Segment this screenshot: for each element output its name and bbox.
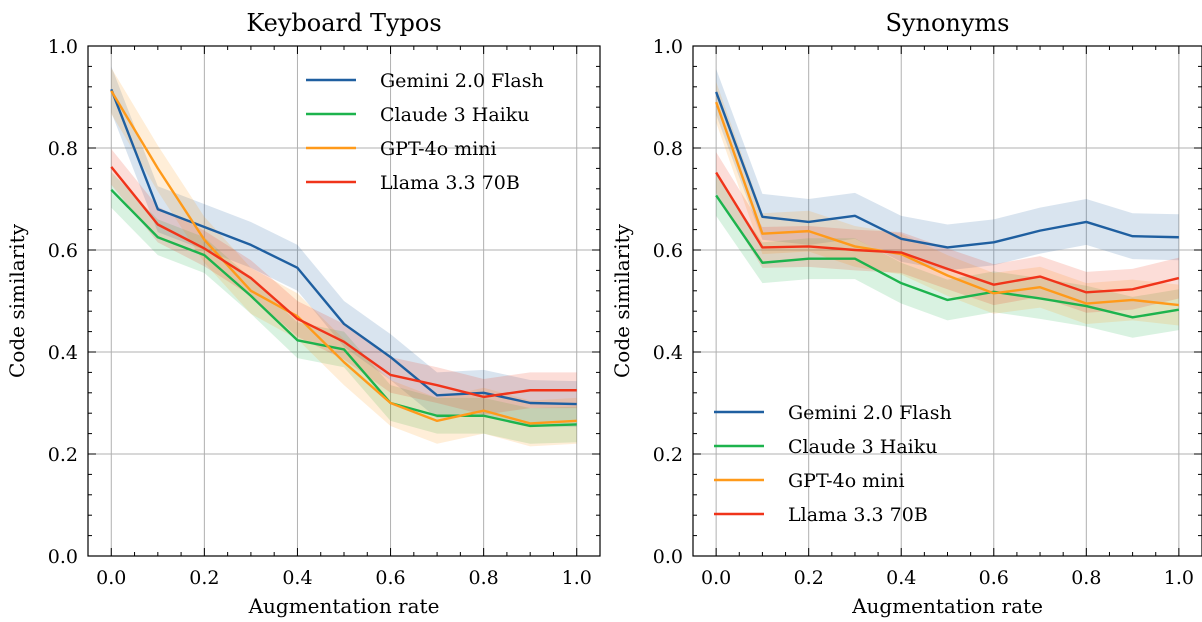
x-tick-label: 0.8 [469, 567, 499, 589]
y-axis-label: Code similarity [610, 223, 634, 378]
y-axis-label: Code similarity [5, 223, 29, 378]
y-tick-label: 0.4 [653, 342, 683, 364]
x-tick-label: 0.0 [701, 567, 731, 589]
x-axis-label: Augmentation rate [851, 594, 1043, 618]
legend: Gemini 2.0 Flash Claude 3 Haiku GPT-4o min… [306, 70, 544, 194]
legend-label-2: Claude 3 Haiku [788, 436, 937, 458]
legend: Gemini 2.0 Flash Claude 3 Haiku GPT-4o min… [714, 402, 952, 526]
series-line-1 [110, 88, 577, 406]
legend-label-2: Claude 3 Haiku [380, 104, 529, 126]
y-tick-label: 1.0 [653, 36, 683, 58]
chart-title: Keyboard Typos [246, 9, 441, 37]
confidence-band-3 [111, 67, 577, 447]
confidence-band-4 [111, 149, 577, 415]
y-tick-label: 0.6 [48, 240, 78, 262]
y-tick-label: 0.0 [653, 546, 683, 568]
series-line-3 [110, 90, 577, 425]
x-tick-label: 1.0 [562, 567, 592, 589]
confidence-band-2 [716, 175, 1179, 338]
x-tick-label: 1.0 [1164, 567, 1194, 589]
x-tick-label: 0.6 [375, 567, 405, 589]
legend-label-4: Llama 3.3 70B [380, 172, 520, 194]
y-tick-label: 0.6 [653, 240, 683, 262]
x-tick-label: 0.6 [979, 567, 1009, 589]
chart-title: Synonyms [886, 9, 1010, 37]
legend-label-4: Llama 3.3 70B [788, 504, 928, 526]
y-tick-label: 0.2 [653, 444, 683, 466]
confidence-band-4 [716, 152, 1179, 313]
x-axis-label: Augmentation rate [248, 594, 440, 618]
series-line-3 [715, 101, 1179, 307]
y-tick-label: 0.4 [48, 342, 78, 364]
legend-label-1: Gemini 2.0 Flash [788, 402, 952, 424]
series-line-1 [715, 91, 1179, 249]
series-line-2 [110, 188, 577, 428]
y-tick-label: 0.8 [653, 138, 683, 160]
chart-panel-2: 0.0 0.2 0.4 0.6 0.8 1.0 0.0 0.2 0.4 0.6 0.8 1.0 Syno… [610, 9, 1202, 618]
series-line-4 [715, 171, 1180, 294]
x-tick-label: 0.4 [282, 567, 312, 589]
x-tick-label: 0.2 [794, 567, 824, 589]
y-tick-label: 0.8 [48, 138, 78, 160]
legend-label-3: GPT-4o mini [380, 138, 497, 160]
series-line-4 [110, 166, 577, 399]
x-tick-label: 0.0 [96, 567, 126, 589]
chart-panel-1: 0.0 0.2 0.4 0.6 0.8 1.0 0.0 0.2 0.4 0.6 0.8 1.0 Keyb… [5, 9, 601, 618]
y-tick-label: 0.2 [48, 444, 78, 466]
y-tick-label: 0.0 [48, 546, 78, 568]
series-line-2 [715, 194, 1180, 319]
legend-label-3: GPT-4o mini [788, 470, 905, 492]
x-tick-label: 0.2 [189, 567, 219, 589]
x-tick-label: 0.4 [886, 567, 916, 589]
legend-label-1: Gemini 2.0 Flash [380, 70, 544, 92]
x-tick-label: 0.8 [1071, 567, 1101, 589]
y-tick-label: 1.0 [48, 36, 78, 58]
confidence-band-2 [111, 171, 577, 444]
